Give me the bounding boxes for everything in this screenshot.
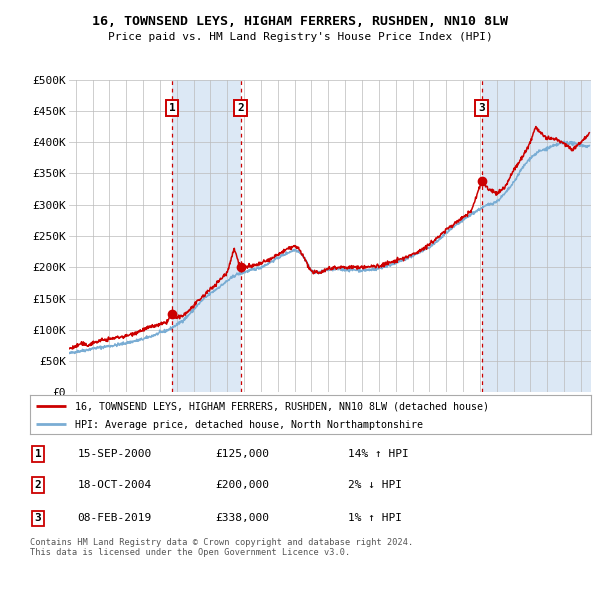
Text: 1: 1	[169, 103, 175, 113]
Text: 2: 2	[35, 480, 41, 490]
Text: 16, TOWNSEND LEYS, HIGHAM FERRERS, RUSHDEN, NN10 8LW (detached house): 16, TOWNSEND LEYS, HIGHAM FERRERS, RUSHD…	[75, 402, 489, 412]
Text: 16, TOWNSEND LEYS, HIGHAM FERRERS, RUSHDEN, NN10 8LW: 16, TOWNSEND LEYS, HIGHAM FERRERS, RUSHD…	[92, 15, 508, 28]
Text: £125,000: £125,000	[216, 449, 270, 459]
Text: 18-OCT-2004: 18-OCT-2004	[77, 480, 152, 490]
Text: £338,000: £338,000	[216, 513, 270, 523]
Text: 1: 1	[35, 449, 41, 459]
Text: 2% ↓ HPI: 2% ↓ HPI	[348, 480, 402, 490]
Bar	[482, 80, 591, 392]
Text: Contains HM Land Registry data © Crown copyright and database right 2024.
This d: Contains HM Land Registry data © Crown c…	[30, 538, 413, 558]
Text: 14% ↑ HPI: 14% ↑ HPI	[348, 449, 409, 459]
Text: HPI: Average price, detached house, North Northamptonshire: HPI: Average price, detached house, Nort…	[75, 420, 423, 430]
Bar	[581, 80, 591, 392]
Text: 1% ↑ HPI: 1% ↑ HPI	[348, 513, 402, 523]
Bar	[172, 80, 241, 392]
Text: 15-SEP-2000: 15-SEP-2000	[77, 449, 152, 459]
Text: 3: 3	[35, 513, 41, 523]
Text: 08-FEB-2019: 08-FEB-2019	[77, 513, 152, 523]
Text: 2: 2	[237, 103, 244, 113]
Text: 3: 3	[478, 103, 485, 113]
Text: £200,000: £200,000	[216, 480, 270, 490]
Text: Price paid vs. HM Land Registry's House Price Index (HPI): Price paid vs. HM Land Registry's House …	[107, 32, 493, 42]
